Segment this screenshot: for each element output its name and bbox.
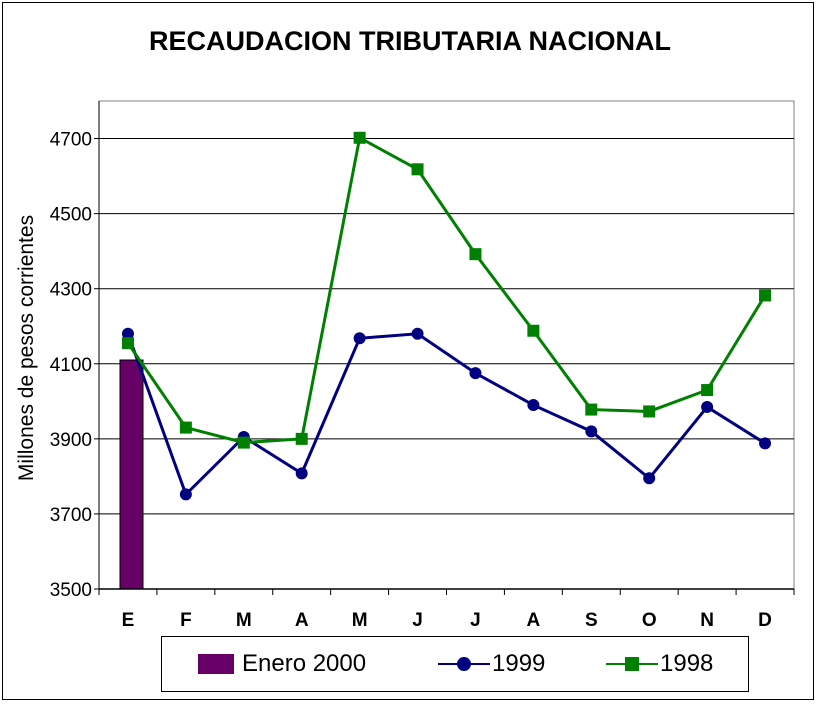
point-1999 — [643, 472, 656, 485]
point-1998 — [585, 403, 598, 416]
x-tick-label: M — [352, 610, 368, 631]
circle-marker-icon — [457, 657, 471, 671]
chart-title: RECAUDACION TRIBUTARIA NACIONAL — [149, 26, 671, 56]
point-1998 — [353, 131, 366, 144]
legend-label: 1999 — [492, 650, 546, 677]
y-tick-labels: 3500 3700 3900 4100 4300 4500 4700 — [50, 130, 92, 601]
x-tick-label: M — [236, 610, 252, 631]
point-1999 — [469, 367, 482, 380]
series-line-1999 — [126, 332, 766, 498]
x-tick-label: A — [527, 610, 541, 631]
x-tick-label: J — [412, 610, 423, 631]
x-tick-label: A — [295, 610, 309, 631]
line-series — [121, 131, 772, 501]
legend-label: Enero 2000 — [242, 650, 367, 677]
x-tick-label: J — [470, 610, 481, 631]
x-tick-label: S — [585, 610, 598, 631]
bar-series — [119, 359, 144, 590]
y-tick-label: 4100 — [50, 355, 92, 376]
y-tick-label: 3700 — [50, 505, 92, 526]
point-1999 — [759, 437, 772, 450]
legend: Enero 2000 1999 1998 — [161, 636, 749, 692]
x-tick-label: D — [758, 610, 772, 631]
legend-item-1998: 1998 — [606, 637, 713, 691]
legend-line-1998 — [606, 654, 658, 674]
legend-label: 1998 — [660, 650, 714, 677]
legend-item-1999: 1999 — [438, 637, 545, 691]
point-1999 — [527, 399, 540, 412]
y-tick-label: 4300 — [50, 280, 92, 301]
point-1999 — [179, 488, 192, 501]
point-1999 — [295, 467, 308, 480]
y-tick-label: 4500 — [50, 205, 92, 226]
point-1999 — [701, 400, 714, 413]
x-tick-label: E — [122, 610, 135, 631]
point-1999 — [121, 327, 134, 340]
axes — [98, 101, 795, 595]
y-tick-label: 3900 — [50, 430, 92, 451]
point-1998 — [527, 324, 540, 337]
point-1998 — [759, 289, 772, 302]
x-tick-label: N — [700, 610, 714, 631]
point-1998 — [643, 405, 656, 418]
legend-item-enero-2000: Enero 2000 — [198, 637, 366, 691]
bar-enero-2000 — [119, 359, 144, 590]
point-1999 — [585, 425, 598, 438]
x-tick-label: F — [180, 610, 192, 631]
plot-background — [98, 100, 795, 590]
point-1998 — [411, 163, 424, 176]
x-tick-label: O — [642, 610, 657, 631]
point-1998 — [469, 248, 482, 261]
point-1998 — [701, 384, 714, 397]
point-1998 — [121, 337, 134, 350]
series-line-1998 — [126, 135, 767, 445]
gridlines — [94, 138, 794, 590]
point-1998 — [237, 436, 250, 449]
point-1998 — [179, 421, 192, 434]
point-1999 — [411, 327, 424, 340]
y-tick-label: 4700 — [50, 130, 92, 151]
legend-swatch-bar — [198, 654, 234, 674]
y-axis-label: Millones de pesos corrientes — [15, 215, 38, 481]
y-tick-label: 3500 — [50, 580, 92, 601]
legend-line-1999 — [438, 654, 490, 674]
point-1999 — [353, 332, 366, 345]
plot-area — [98, 100, 795, 590]
point-1998 — [295, 432, 308, 445]
square-marker-icon — [625, 657, 639, 671]
